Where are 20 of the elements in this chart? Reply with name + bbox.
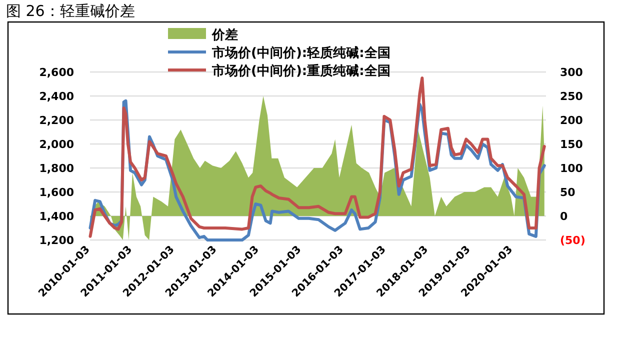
legend-label: 市场价(中间价):重质纯碱:全国 <box>211 63 390 79</box>
y-tick-label: 1,400 <box>39 210 74 223</box>
legend-label: 市场价(中间价):轻质纯碱:全国 <box>211 45 390 61</box>
chart-title: 图 26：轻重碱价差 <box>6 2 135 20</box>
y2-tick-label: 100 <box>560 162 584 175</box>
y-tick-label: 1,600 <box>39 186 74 199</box>
y-tick-label: 1,800 <box>39 162 74 175</box>
y2-tick-label: 50 <box>560 186 576 199</box>
y-tick-label: 1,200 <box>39 234 74 247</box>
y-tick-label: 2,600 <box>39 66 74 79</box>
y-tick-label: 2,400 <box>39 90 74 103</box>
y2-tick-label: 200 <box>560 114 584 127</box>
y2-tick-label: 0 <box>560 210 568 223</box>
y-tick-label: 2,200 <box>39 114 74 127</box>
y2-tick-label: 150 <box>560 138 584 151</box>
y-tick-label: 2,000 <box>39 138 74 151</box>
y2-tick-label: 300 <box>560 66 584 79</box>
y2-tick-label: (50) <box>560 234 586 247</box>
y2-tick-label: 250 <box>560 90 584 103</box>
legend-label: 价差 <box>211 28 238 43</box>
